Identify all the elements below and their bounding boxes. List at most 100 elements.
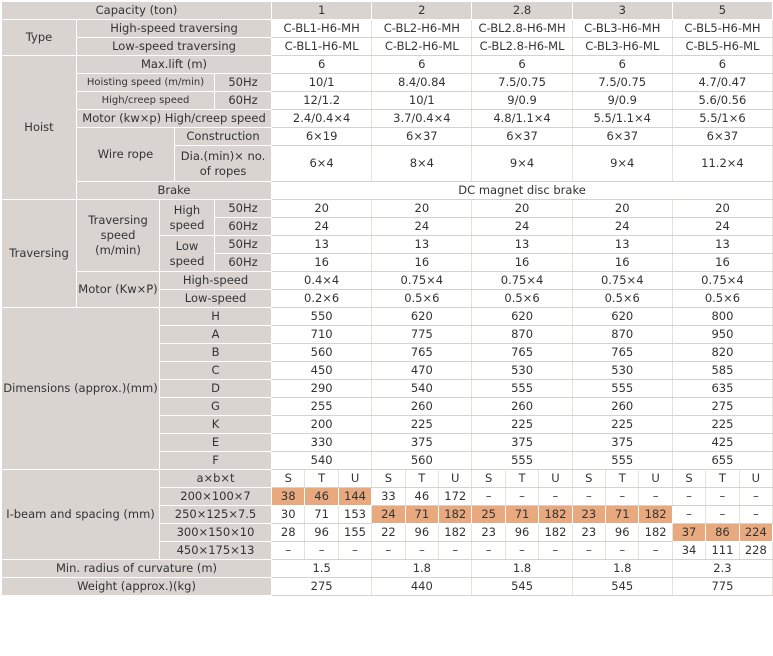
- hoisting-speed-label: Hoisting speed (m/min): [76, 73, 215, 92]
- max-lift-value: 6: [271, 55, 373, 74]
- construction-value: 6×37: [571, 127, 673, 146]
- ibeam-spacing-value: 111: [705, 541, 740, 560]
- ibeam-spacing-value: 24: [371, 505, 406, 524]
- dimension-key: H: [158, 307, 273, 326]
- dimension-value: 555: [471, 451, 573, 470]
- ibeam-spacing-value: –: [571, 487, 607, 506]
- weight-value: 545: [571, 577, 673, 596]
- dimension-value: 765: [371, 343, 473, 362]
- type-low-speed-value: C-BL2.8-H6-ML: [471, 37, 573, 56]
- ibeam-row: 300×150×10 28 96 155 22 96 182 23 96 182 23 96 182 37…: [2, 523, 773, 542]
- trav-motor-high-value: 0.75×4: [371, 271, 473, 290]
- type-low-speed-value: C-BL2-H6-ML: [371, 37, 473, 56]
- dimension-key: G: [158, 397, 273, 416]
- ibeam-spacing-value: 96: [304, 523, 339, 542]
- ibeam-spacing-value: 71: [404, 505, 440, 524]
- trav-high-60hz-value: 24: [271, 217, 373, 236]
- ibeam-spacing-value: 23: [471, 523, 506, 542]
- type-low-speed-value: C-BL1-H6-ML: [271, 37, 373, 56]
- trav-high-60hz-value: 24: [571, 217, 673, 236]
- ibeam-spacing-value: 46: [404, 487, 440, 506]
- dimension-value: 540: [271, 451, 373, 470]
- dimension-value: 555: [571, 451, 673, 470]
- max-lift-value: 6: [571, 55, 673, 74]
- dimension-value: 775: [371, 325, 473, 344]
- dimension-value: 950: [671, 325, 773, 344]
- dimension-key: D: [158, 379, 273, 398]
- ibeam-size: 300×150×10: [158, 523, 273, 542]
- dimension-value: 870: [471, 325, 573, 344]
- hoisting-speed-60hz-value: 5.6/0.56: [671, 91, 773, 110]
- ibeam-stu-header: T: [304, 469, 339, 488]
- type-high-speed-value: C-BL3-H6-MH: [571, 19, 673, 38]
- ibeam-spacing-value: –: [504, 541, 540, 560]
- hz-50-label: 50Hz: [213, 73, 273, 92]
- hoist-motor-row: Motor (kw×p) High/creep speed 2.4/0.4×4 …: [2, 109, 773, 128]
- max-lift-value: 6: [371, 55, 473, 74]
- ibeam-stu-header: U: [438, 469, 473, 488]
- trav-motor-low-label: Low-speed: [158, 289, 273, 308]
- dimension-row: G 255 260 260 260 275: [2, 397, 773, 416]
- ibeam-stu-header: T: [705, 469, 740, 488]
- ibeam-spacing-value: 172: [438, 487, 473, 506]
- weight-row: Weight (approx.)(kg) 275 440 545 545 775: [0, 577, 773, 596]
- ibeam-label: I-beam and spacing (mm): [1, 469, 160, 560]
- hoisting-speed-60hz-value: 9/0.9: [471, 91, 573, 110]
- dimension-value: 765: [471, 343, 573, 362]
- trav-motor-high-row: Motor (Kw×P) High-speed 0.4×4 0.75×4 0.7…: [2, 271, 773, 308]
- trav-motor-label: Motor (Kw×P): [76, 271, 160, 308]
- hoisting-speed-50hz-value: 8.4/0.84: [371, 73, 473, 92]
- dimension-value: 870: [571, 325, 673, 344]
- dimensions-label: Dimensions (approx.)(mm): [1, 307, 160, 470]
- trav-high-50hz-value: 20: [271, 199, 373, 218]
- trav-motor-low-value: 0.5×6: [471, 289, 573, 308]
- construction-label: Construction: [173, 127, 273, 146]
- construction-value: 6×37: [671, 127, 773, 146]
- type-high-speed-label: High-speed traversing: [75, 19, 273, 38]
- dimension-value: 765: [571, 343, 673, 362]
- type-high-speed-value: C-BL1-H6-MH: [271, 19, 373, 38]
- hz-60-label: 60Hz: [213, 91, 273, 110]
- ibeam-stu-header: T: [504, 469, 540, 488]
- ibeam-size: 200×100×7: [158, 487, 273, 506]
- hz-50-label: 50Hz: [213, 235, 273, 254]
- max-lift-value: 6: [471, 55, 573, 74]
- dimension-value: 375: [371, 433, 473, 452]
- ibeam-row: 200×100×7 38 46 144 33 46 172– – – – – – – – –: [2, 487, 773, 506]
- ibeam-stu-header: T: [404, 469, 440, 488]
- capacity-row: Capacity (ton) 1 2 2.8 3 5: [0, 1, 773, 20]
- type-high-speed-value: C-BL2.8-H6-MH: [471, 19, 573, 38]
- trav-low-speed-label: Low speed: [159, 235, 215, 272]
- traversing-label: Traversing: [1, 199, 77, 308]
- dimension-value: 225: [371, 415, 473, 434]
- dia-ropes-value: 6×4: [271, 145, 373, 182]
- weight-label: Weight (approx.)(kg): [0, 577, 273, 596]
- ibeam-spacing-value: –: [271, 541, 306, 560]
- dimension-value: 260: [471, 397, 573, 416]
- dia-ropes-value: 8×4: [371, 145, 473, 182]
- ibeam-spacing-value: –: [471, 541, 506, 560]
- hoisting-speed-50hz-row: Hoisting speed (m/min) 50Hz 10/1 8.4/0.8…: [2, 73, 773, 92]
- trav-motor-high-value: 0.4×4: [271, 271, 373, 290]
- hoisting-speed-60hz-value: 10/1: [371, 91, 473, 110]
- ibeam-spacing-value: –: [605, 487, 640, 506]
- trav-low-50hz-value: 13: [371, 235, 473, 254]
- dia-ropes-value: 9×4: [571, 145, 673, 182]
- dimension-value: 560: [271, 343, 373, 362]
- min-radius-value: 1.8: [371, 559, 473, 578]
- hoisting-speed-50hz-value: 7.5/0.75: [471, 73, 573, 92]
- capacity-label: Capacity (ton): [0, 1, 273, 20]
- type-low-speed-value: C-BL3-H6-ML: [571, 37, 673, 56]
- ibeam-spacing-value: 224: [738, 523, 773, 542]
- dimension-key: A: [158, 325, 273, 344]
- max-lift-row: Hoist Max.lift (m) 6 6 6 6 6: [1, 55, 773, 200]
- dimension-value: 290: [271, 379, 373, 398]
- trav-low-50hz-value: 13: [471, 235, 573, 254]
- ibeam-spacing-value: –: [638, 541, 673, 560]
- hoist-motor-label: Motor (kw×p) High/creep speed: [75, 109, 273, 128]
- hoisting-speed-50hz-value: 10/1: [271, 73, 373, 92]
- wire-rope-label: Wire rope: [76, 127, 175, 182]
- ibeam-stu-header: U: [538, 469, 573, 488]
- dimension-value: 530: [571, 361, 673, 380]
- dimension-value: 620: [571, 307, 673, 326]
